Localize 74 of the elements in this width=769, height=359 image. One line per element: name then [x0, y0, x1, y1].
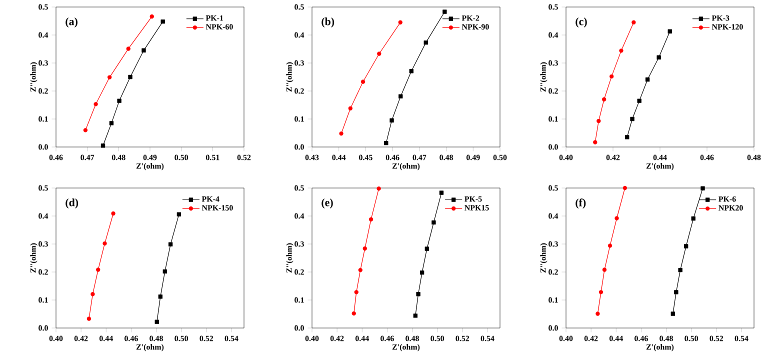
point [94, 102, 98, 106]
point [416, 292, 420, 296]
point [645, 77, 650, 82]
point [630, 116, 634, 122]
point [107, 75, 112, 80]
point [678, 268, 682, 272]
point [684, 244, 688, 248]
point [376, 186, 381, 191]
point [442, 10, 447, 14]
point [602, 97, 606, 102]
point [598, 290, 604, 294]
point [632, 20, 636, 24]
point [608, 244, 612, 248]
point [390, 118, 394, 122]
annotation: (b) [322, 18, 334, 28]
point [656, 55, 661, 60]
point [602, 268, 607, 272]
point [619, 48, 624, 53]
point [614, 216, 619, 220]
annotation: (c) [576, 18, 587, 28]
point [596, 312, 600, 316]
point [90, 292, 95, 296]
annotation: (f) [576, 198, 586, 209]
point [111, 211, 116, 216]
point [102, 241, 107, 246]
point [358, 268, 362, 272]
point [384, 140, 388, 146]
point [362, 246, 367, 251]
point [432, 220, 436, 225]
point [377, 52, 382, 56]
point [128, 74, 132, 80]
point [420, 270, 424, 275]
point [158, 294, 162, 299]
annotation: (a) [66, 18, 78, 28]
point [352, 311, 356, 316]
point [348, 106, 353, 110]
point [413, 314, 418, 318]
point [176, 212, 182, 216]
point [674, 290, 678, 294]
point [126, 46, 130, 51]
point [439, 190, 444, 195]
point [700, 186, 705, 190]
point [142, 48, 146, 52]
point [354, 290, 358, 294]
point [86, 316, 92, 321]
point [83, 128, 88, 132]
point [398, 20, 402, 24]
point [622, 186, 628, 190]
point [339, 131, 344, 136]
annotation: (e) [322, 198, 333, 208]
point [691, 216, 696, 221]
point [424, 40, 428, 45]
point [96, 268, 100, 272]
annotation: (d) [66, 198, 78, 208]
point [668, 29, 672, 34]
point [154, 320, 159, 324]
point [625, 135, 630, 140]
point [160, 19, 165, 24]
point [162, 269, 168, 274]
point [150, 14, 154, 19]
point [670, 312, 676, 316]
point [117, 98, 122, 103]
point [637, 98, 642, 103]
point [360, 80, 366, 84]
point [593, 140, 598, 144]
point [100, 144, 106, 148]
point [398, 94, 403, 98]
point [596, 118, 601, 124]
point [424, 246, 430, 251]
point [168, 242, 173, 246]
point [109, 121, 114, 126]
point [610, 74, 614, 79]
point [368, 217, 374, 222]
point [409, 69, 414, 74]
